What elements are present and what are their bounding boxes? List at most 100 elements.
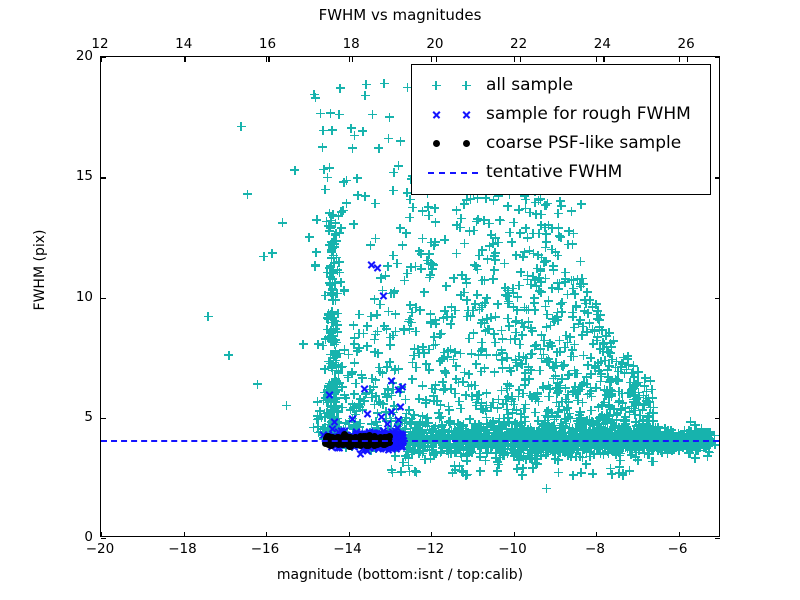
data-point — [649, 423, 658, 432]
data-point — [375, 443, 384, 452]
data-point — [470, 428, 479, 437]
data-point — [350, 402, 359, 411]
data-point — [547, 245, 556, 254]
data-point — [494, 460, 503, 469]
data-point — [561, 278, 570, 287]
data-point — [605, 328, 614, 337]
data-point — [579, 430, 588, 439]
y-tick — [715, 57, 720, 58]
data-point — [323, 314, 332, 323]
data-point — [413, 430, 422, 439]
data-point — [326, 279, 335, 288]
data-point — [496, 446, 505, 455]
data-point — [405, 418, 414, 427]
data-point — [493, 458, 502, 467]
data-point — [575, 407, 584, 416]
data-point — [407, 419, 416, 428]
data-point — [437, 447, 446, 456]
data-point — [523, 441, 532, 450]
data-point — [543, 448, 552, 457]
data-point — [578, 434, 587, 443]
data-point — [564, 371, 573, 380]
data-point — [648, 430, 657, 439]
data-point — [430, 204, 439, 213]
data-point — [529, 249, 538, 258]
data-point — [476, 452, 485, 461]
data-point — [394, 420, 403, 429]
data-point — [312, 248, 321, 257]
data-point — [366, 443, 375, 452]
data-point — [503, 292, 512, 301]
data-point — [352, 429, 361, 438]
data-point — [350, 131, 359, 140]
data-point — [547, 444, 556, 453]
data-point — [576, 257, 585, 266]
data-point — [603, 424, 612, 433]
data-point — [618, 429, 627, 438]
data-point — [545, 444, 554, 453]
data-point — [551, 248, 560, 257]
data-point — [624, 428, 633, 437]
data-point — [333, 321, 342, 330]
data-point — [325, 279, 334, 288]
data-point — [638, 405, 647, 414]
data-point — [555, 336, 564, 345]
data-point — [689, 442, 698, 451]
data-point — [374, 144, 383, 153]
data-point — [577, 422, 586, 431]
data-point — [535, 366, 544, 375]
data-point — [626, 426, 635, 435]
data-point — [614, 448, 623, 457]
data-point — [431, 340, 440, 349]
data-point — [524, 449, 533, 458]
data-point — [371, 442, 380, 451]
data-point — [445, 406, 454, 415]
data-point — [499, 420, 508, 429]
data-point — [655, 443, 664, 452]
data-point — [450, 420, 459, 429]
x-tick-top — [520, 57, 521, 62]
data-point — [582, 420, 591, 429]
data-point — [384, 307, 393, 316]
chart-title: FWHM vs magnitudes — [0, 6, 800, 24]
data-point — [328, 309, 337, 318]
data-point — [497, 346, 506, 355]
data-point — [504, 410, 513, 419]
data-point — [485, 219, 494, 228]
data-point — [564, 429, 573, 438]
data-point — [588, 469, 597, 478]
data-point — [676, 430, 685, 439]
data-point — [417, 264, 426, 273]
data-point — [473, 423, 482, 432]
data-point — [345, 416, 354, 425]
data-point — [367, 393, 376, 402]
data-point — [684, 449, 693, 458]
data-point — [490, 368, 499, 377]
data-point — [381, 441, 388, 448]
data-point — [605, 442, 614, 451]
data-point — [551, 430, 560, 439]
data-point — [554, 284, 563, 293]
data-point — [311, 262, 320, 271]
data-point — [513, 450, 522, 459]
data-point — [321, 429, 330, 438]
data-point — [531, 455, 540, 464]
data-point — [327, 406, 336, 415]
data-point — [405, 441, 414, 450]
data-point — [555, 447, 564, 456]
data-point — [628, 446, 637, 455]
data-point — [350, 333, 359, 342]
data-point — [334, 428, 343, 437]
data-point — [439, 431, 448, 440]
data-point — [485, 429, 494, 438]
data-point — [554, 387, 563, 396]
data-point — [670, 442, 679, 451]
data-point — [452, 206, 461, 215]
data-point — [477, 303, 486, 312]
data-point — [376, 367, 385, 376]
data-point — [570, 444, 579, 453]
data-point — [589, 339, 598, 348]
data-point — [509, 431, 518, 440]
data-point — [373, 424, 382, 433]
data-point — [328, 210, 337, 219]
